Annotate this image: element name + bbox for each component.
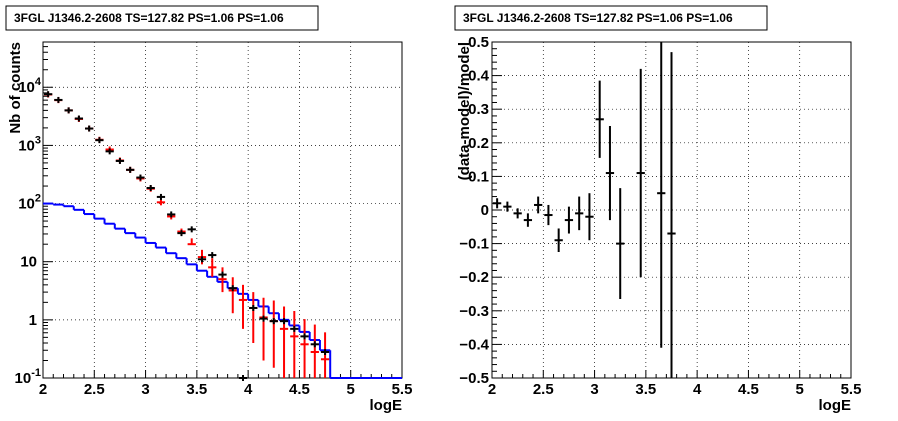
right-y-tick-label: 0.5 [468,34,489,51]
right-x-tick-label: 4.5 [738,381,759,398]
left-y-tick-label: 104 [18,76,42,96]
left-plot-frame [42,41,403,379]
right-plot-marks [493,42,676,378]
left-y-axis-label: Nb of counts [7,42,24,134]
right-x-tick-label: 2 [488,381,496,398]
left-x-tick-label: 5.5 [392,381,413,398]
right-y-tick-label: −0.2 [459,269,489,286]
left-x-axis-label: logE [370,397,403,414]
left-panel: 3FGL J1346.2-2608 TS=127.82 PS=1.06 PS=1… [5,5,413,414]
right-x-tick-label: 5 [796,381,804,398]
left-y-tick-label: 1 [29,312,37,329]
right-grid [492,42,851,378]
right-panel: 3FGL J1346.2-2608 TS=127.82 PS=1.06 PS=1… [454,5,862,414]
left-x-tick-label: 2.5 [84,381,105,398]
right-x-axis-label: logE [819,397,852,414]
right-y-tick-label: −0.5 [459,370,489,387]
left-y-tick-label: 102 [18,193,41,213]
right-y-tick-label: −0.4 [459,336,489,353]
right-y-axis: −0.5 −0.4 −0.3 −0.2 −0.1 0 0.1 0.2 0.3 0.4 0.5 [459,34,502,387]
right-x-tick-label: 5.5 [841,381,862,398]
left-grid [43,42,402,378]
right-y-tick-label: 0.2 [468,135,489,152]
right-x-tick-label: 2.5 [533,381,554,398]
right-y-tick-label: −0.1 [459,236,489,253]
left-title-box [5,5,319,31]
left-plot-marks [43,91,402,381]
left-x-tick-label: 2 [39,381,47,398]
left-x-tick-label: 4 [244,381,253,398]
right-y-tick-label: 0.3 [468,101,489,118]
right-chart-title: 3FGL J1346.2-2608 TS=127.82 PS=1.06 PS=1… [463,11,733,25]
left-y-tick-label: 10-1 [15,367,41,387]
right-y-tick-label: 0 [481,202,489,219]
left-x-tick-label: 4.5 [289,381,310,398]
left-x-tick-label: 3.5 [186,381,207,398]
right-x-tick-label: 4 [693,381,702,398]
left-x-tick-label: 3 [141,381,149,398]
left-y-tick-label: 10 [20,254,37,271]
left-y-tick-label: 103 [18,134,41,154]
left-chart-title: 3FGL J1346.2-2608 TS=127.82 PS=1.06 PS=1… [14,11,284,25]
right-y-tick-label: 0.1 [468,168,489,185]
right-y-tick-label: 0.4 [468,68,490,85]
left-x-tick-label: 5 [347,381,355,398]
right-x-axis: 2 2.5 3 3.5 4 4.5 5 5.5 [488,370,862,398]
right-x-tick-label: 3 [590,381,598,398]
right-y-axis-label: (data-model)/model [456,42,473,180]
right-title-box [454,5,768,31]
right-y-tick-label: −0.3 [459,303,489,320]
left-x-axis: 2 2.5 3 3.5 4 4.5 5 5.5 [39,370,413,398]
right-x-tick-label: 3.5 [635,381,656,398]
left-y-axis: 10-1 1 10 102 103 104 [15,41,53,387]
